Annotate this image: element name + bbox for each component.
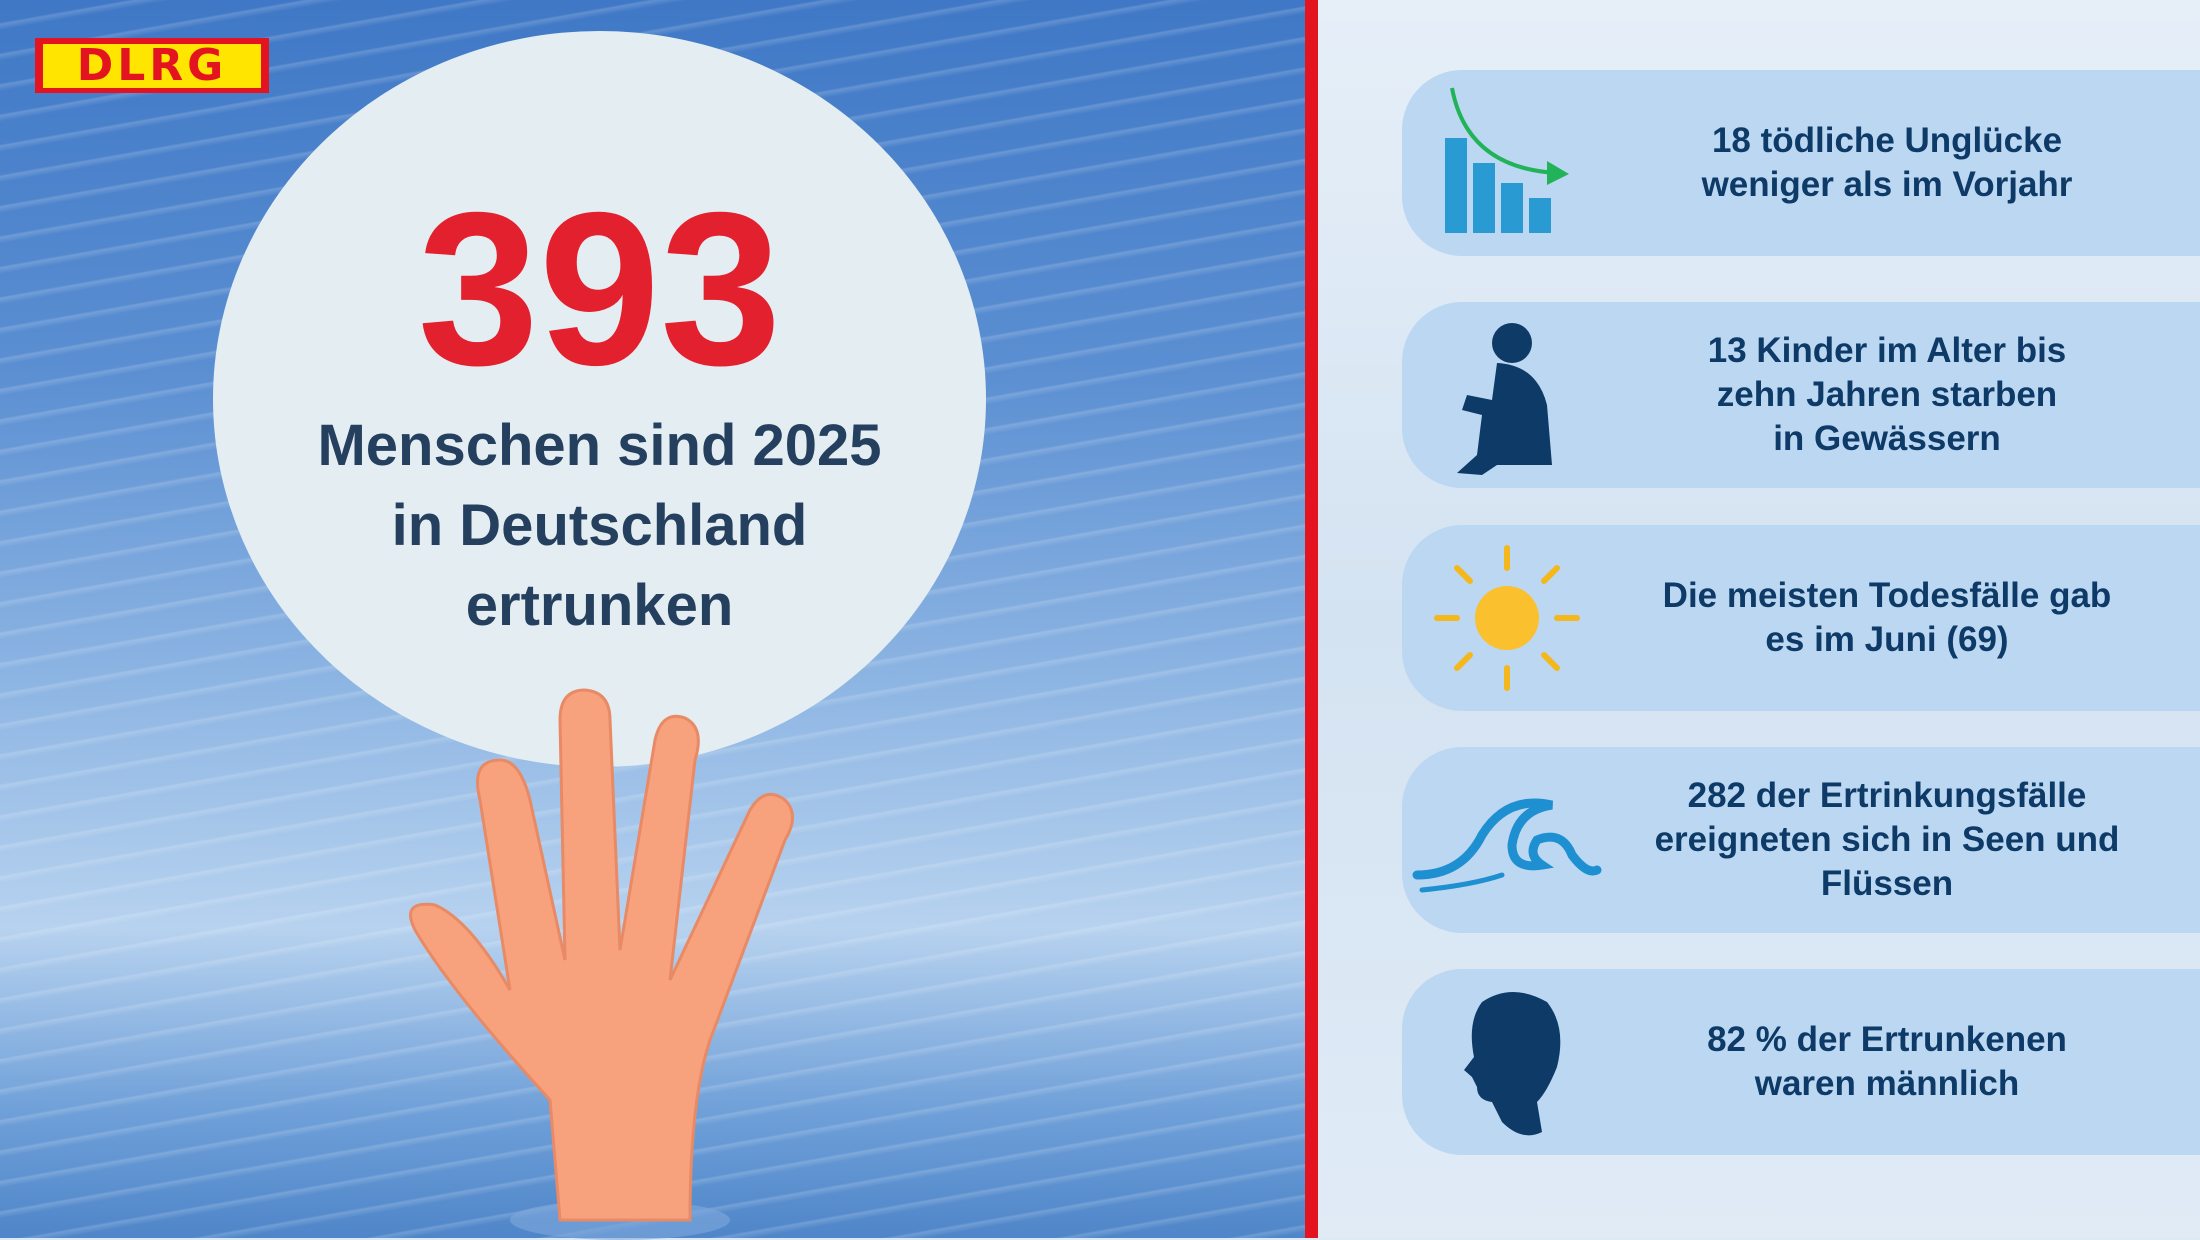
wave-icon [1412,798,1602,893]
fact-card-children: 13 Kinder im Alter bis zehn Jahren starbe… [1402,302,2200,488]
raised-hand-illustration [409,688,794,1240]
divider [1305,0,1318,1238]
fact-card-june: Die meisten Todesfälle gab es im Juni (69… [1402,525,2200,711]
sun-icon [1434,545,1580,691]
fact-card-lakes-rivers: 282 der Ertrinkungsfälle ereigneten sich … [1402,747,2200,933]
sitting-child-silhouette-icon [1457,323,1552,475]
dlrg-logo: DLRG [35,38,269,93]
declining-bar-chart-icon [1445,87,1569,233]
headline-bubble: 393 Menschen sind 2025 in Deutschland er… [213,31,986,767]
death-count: 393 [417,168,782,411]
headline-text: Menschen sind 2025 in Deutschland ertrun… [317,413,882,638]
fact-card-fewer-accidents: 18 tödliche Unglücke weniger als im Vorja… [1402,70,2200,256]
male-head-silhouette-icon [1464,992,1561,1136]
fact-card-male: 82 % der Ertrunkenen waren männlich [1402,969,2200,1155]
